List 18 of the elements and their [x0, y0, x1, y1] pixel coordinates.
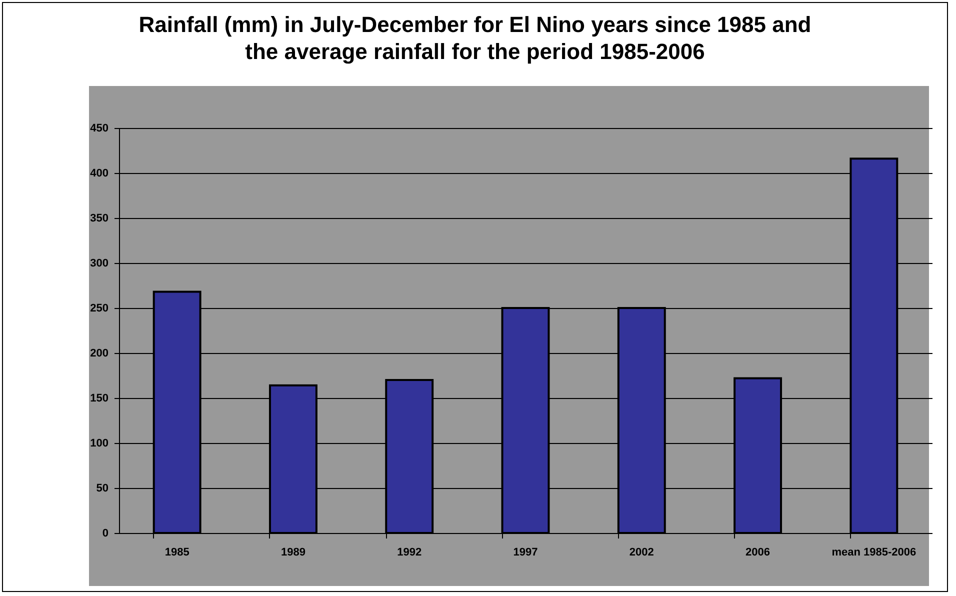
y-tick-label: 400 [90, 168, 108, 180]
x-tick-label: 2006 [746, 546, 770, 558]
x-tick-label: 1989 [280, 546, 306, 558]
y-tick-label: 100 [90, 438, 108, 450]
y-tick-label: 250 [90, 302, 108, 314]
chart-title: Rainfall (mm) in July-December for El Nino years since 1985 and the average rainfall for the period 1985-2006 [138, 11, 812, 65]
x-tick-label: 1992 [397, 546, 422, 558]
y-tick-label: 200 [90, 348, 108, 360]
y-tick-label: 350 [90, 212, 108, 224]
x-tick-label: 1985 [164, 546, 190, 558]
y-tick-label: 150 [90, 392, 108, 404]
x-tick-label: mean 1985-2006 [832, 546, 916, 558]
y-tick-label: 300 [90, 258, 108, 270]
y-tick-label: 0 [102, 528, 108, 540]
x-tick-label: 2002 [629, 546, 654, 558]
y-tick-label: 450 [90, 122, 108, 134]
x-tick-label: 1997 [513, 546, 538, 558]
y-tick-label: 50 [96, 482, 108, 494]
